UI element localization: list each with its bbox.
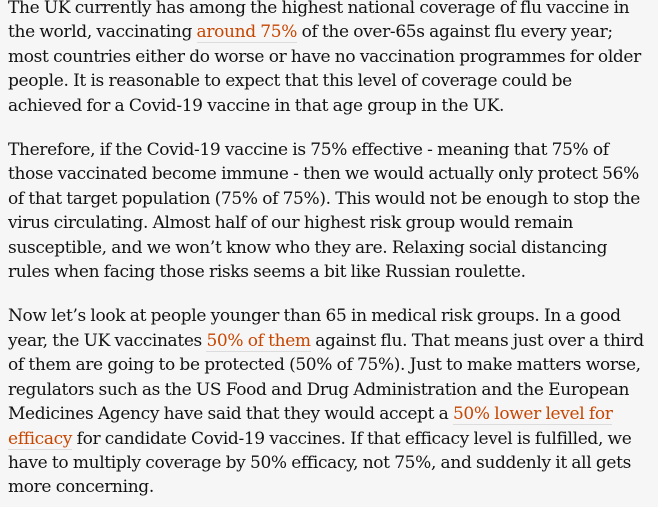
text-segment: have to multiply coverage by 50% efficac… <box>8 452 632 473</box>
inline-link[interactable]: 50% of them <box>206 330 311 352</box>
text-segment: virus circulating. Almost half of our hi… <box>8 213 574 234</box>
text-segment: the world, vaccinating <box>8 22 197 43</box>
text-segment: people. It is reasonable to expect that … <box>8 71 572 92</box>
text-segment: Now let’s look at people younger than 65… <box>8 306 621 327</box>
text-line: year, the UK vaccinates 50% of them agai… <box>8 329 650 353</box>
text-line: Therefore, if the Covid-19 vaccine is 75… <box>8 138 650 162</box>
text-segment: of that target population (75% of 75%). … <box>8 188 640 209</box>
text-line: Medicines Agency have said that they wou… <box>8 402 650 426</box>
text-segment: susceptible, and we won’t know who they … <box>8 237 608 258</box>
text-line: efficacy for candidate Covid-19 vaccines… <box>8 427 650 451</box>
article-paragraph: The UK currently has among the highest n… <box>8 0 650 118</box>
text-segment: year, the UK vaccinates <box>8 330 207 351</box>
inline-link[interactable]: around 75% <box>196 22 298 44</box>
text-line: rules when facing those risks seems a bi… <box>8 260 650 284</box>
text-segment: more concerning. <box>8 477 154 498</box>
text-segment: rules when facing those risks seems a bi… <box>8 262 526 283</box>
article-paragraph: Therefore, if the Covid-19 vaccine is 75… <box>8 138 650 284</box>
text-segment: Therefore, if the Covid-19 vaccine is 75… <box>8 140 609 161</box>
text-segment: those vaccinated become immune - then we… <box>8 164 639 185</box>
text-segment: of them are going to be protected (50% o… <box>8 355 641 376</box>
text-segment: for candidate Covid-19 vaccines. If that… <box>72 428 632 449</box>
text-line: regulators such as the US Food and Drug … <box>8 378 650 402</box>
inline-link[interactable]: 50% lower level for <box>452 404 613 426</box>
text-segment: most countries either do worse or have n… <box>8 46 641 67</box>
text-line: the world, vaccinating around 75% of the… <box>8 20 650 44</box>
text-line: those vaccinated become immune - then we… <box>8 162 650 186</box>
text-line: more concerning. <box>8 475 650 499</box>
text-segment: Medicines Agency have said that they wou… <box>8 404 453 425</box>
text-segment: achieved for a Covid-19 vaccine in that … <box>8 95 505 116</box>
text-line: susceptible, and we won’t know who they … <box>8 236 650 260</box>
text-segment: regulators such as the US Food and Drug … <box>8 379 630 400</box>
text-line: of them are going to be protected (50% o… <box>8 353 650 377</box>
inline-link[interactable]: efficacy <box>8 428 73 450</box>
text-segment: against flu. That means just over a thir… <box>310 330 644 351</box>
text-line: virus circulating. Almost half of our hi… <box>8 211 650 235</box>
text-line: most countries either do worse or have n… <box>8 45 650 69</box>
article-paragraph: Now let’s look at people younger than 65… <box>8 304 650 499</box>
text-line: have to multiply coverage by 50% efficac… <box>8 451 650 475</box>
text-line: achieved for a Covid-19 vaccine in that … <box>8 94 650 118</box>
text-line: Now let’s look at people younger than 65… <box>8 304 650 328</box>
text-segment: The UK currently has among the highest n… <box>8 0 630 18</box>
text-line: The UK currently has among the highest n… <box>8 0 650 20</box>
text-segment: of the over-65s against flu every year; <box>297 22 614 43</box>
text-line: people. It is reasonable to expect that … <box>8 69 650 93</box>
text-line: of that target population (75% of 75%). … <box>8 187 650 211</box>
